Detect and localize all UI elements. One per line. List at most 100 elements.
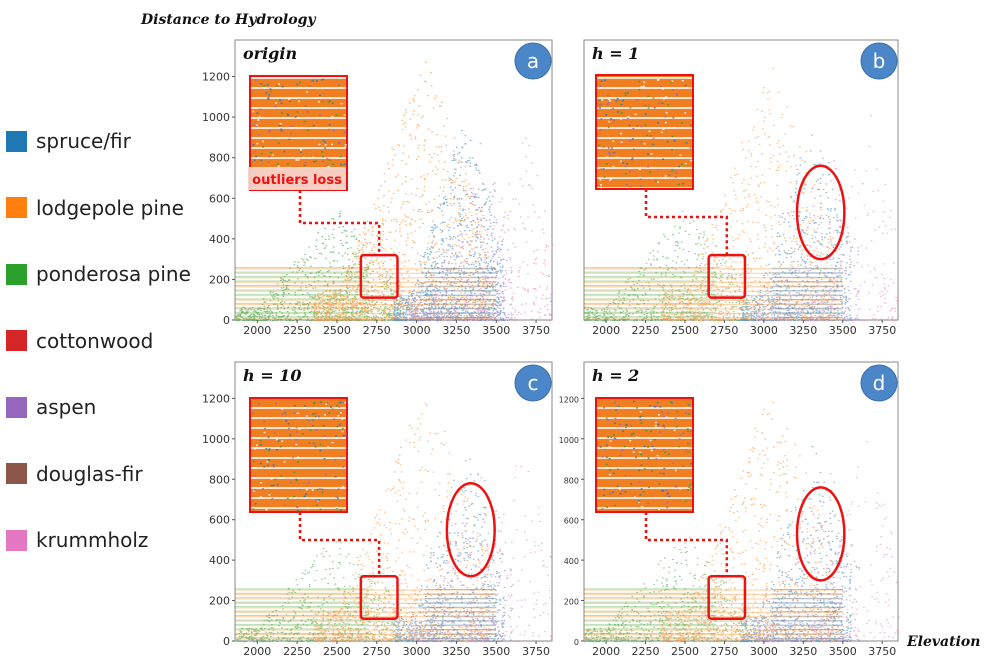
data-point	[423, 140, 426, 142]
data-point	[487, 276, 489, 278]
data-point	[434, 315, 437, 317]
data-point	[323, 285, 326, 287]
data-point	[411, 315, 414, 317]
data-point	[484, 278, 486, 280]
data-point	[427, 212, 429, 214]
data-point	[433, 303, 436, 305]
data-point	[278, 319, 280, 321]
data-point	[648, 285, 650, 288]
data-point	[481, 293, 484, 295]
data-point	[453, 157, 455, 159]
data-point	[678, 297, 681, 299]
data-point	[421, 282, 424, 284]
data-point	[667, 315, 669, 317]
data-point	[303, 309, 305, 311]
data-point	[266, 312, 269, 314]
data-point	[460, 318, 462, 320]
data-point	[438, 195, 440, 197]
data-point	[426, 249, 428, 251]
data-point	[477, 285, 480, 288]
data-point	[339, 292, 341, 294]
data-point	[508, 281, 510, 283]
data-point	[338, 317, 341, 320]
data-point	[438, 105, 441, 107]
data-point	[245, 318, 247, 320]
data-point	[388, 231, 390, 233]
data-point	[498, 319, 500, 322]
data-point	[317, 306, 319, 308]
data-point	[275, 292, 278, 295]
data-point	[474, 299, 476, 301]
data-point	[448, 244, 451, 246]
data-point	[516, 313, 519, 316]
data-point	[414, 319, 416, 321]
data-point	[420, 263, 422, 265]
data-point	[662, 297, 665, 300]
data-point	[448, 312, 450, 315]
data-point	[346, 319, 348, 321]
data-point	[329, 276, 331, 278]
data-point	[329, 298, 331, 300]
data-point	[674, 249, 676, 251]
data-point	[708, 314, 710, 316]
data-point	[681, 310, 683, 312]
data-point	[354, 251, 356, 253]
data-point	[801, 298, 804, 300]
data-point	[377, 197, 379, 199]
data-point	[317, 232, 320, 234]
data-point	[441, 101, 443, 103]
data-point	[503, 313, 506, 315]
data-point	[465, 319, 467, 321]
data-point	[502, 265, 504, 267]
data-point	[376, 319, 379, 321]
data-point	[454, 302, 457, 304]
data-point	[378, 266, 381, 268]
data-point	[404, 193, 407, 195]
data-point	[455, 298, 458, 300]
data-point	[488, 219, 491, 221]
data-point	[321, 273, 324, 275]
data-point	[683, 319, 685, 321]
data-point	[314, 302, 317, 304]
data-point	[591, 312, 593, 314]
data-point	[459, 275, 461, 277]
data-point	[477, 310, 480, 313]
data-point	[324, 280, 326, 283]
data-point	[345, 270, 348, 272]
data-point	[514, 317, 517, 320]
data-point	[280, 303, 282, 305]
data-point	[416, 307, 419, 309]
data-point	[354, 318, 357, 320]
data-point	[420, 218, 422, 220]
zoom-speck	[290, 125, 293, 127]
data-point	[374, 284, 377, 286]
data-point	[273, 295, 276, 297]
data-point	[453, 267, 456, 269]
data-point	[465, 320, 468, 322]
data-point	[778, 215, 781, 217]
data-point	[619, 311, 622, 313]
data-point	[362, 311, 364, 313]
data-point	[493, 216, 496, 218]
data-point	[626, 310, 628, 312]
data-point	[424, 293, 427, 295]
data-point	[492, 313, 494, 316]
legend-label: lodgepole pine	[36, 195, 184, 220]
data-point	[435, 146, 438, 148]
data-point	[741, 283, 743, 285]
data-point	[497, 297, 499, 299]
data-point	[416, 318, 418, 320]
data-point	[633, 283, 635, 285]
data-point	[502, 282, 504, 284]
data-point	[625, 314, 627, 316]
data-point	[615, 316, 617, 318]
data-point	[354, 264, 357, 266]
data-point	[695, 316, 697, 318]
data-point	[463, 315, 466, 317]
data-point	[446, 274, 449, 276]
data-point	[784, 237, 786, 239]
data-point	[413, 110, 415, 112]
data-point	[746, 307, 748, 309]
data-point	[725, 260, 727, 262]
data-point	[447, 298, 450, 300]
